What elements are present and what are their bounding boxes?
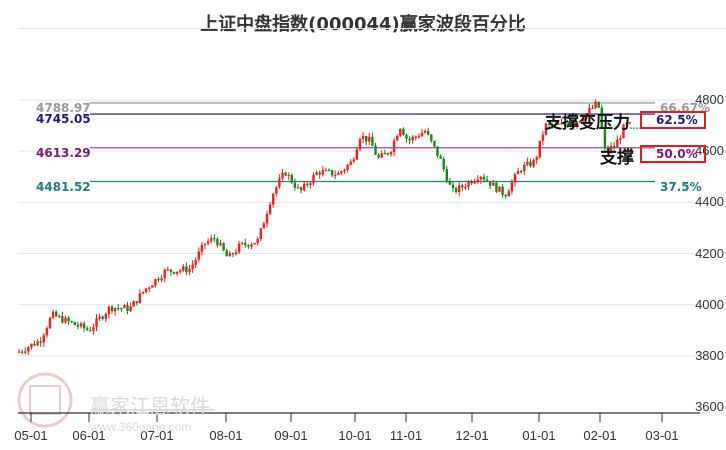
x-tick-label: 11-01 <box>389 428 423 443</box>
level-value-50: 4613.29 <box>36 146 91 160</box>
watermark-brand: 赢家江恩软件 <box>90 394 210 418</box>
title-divider <box>18 28 726 29</box>
annotation-support-to-resistance: 支撑变压力 <box>545 113 630 133</box>
level-pct-62-5-box: 62.5% <box>640 111 706 129</box>
annotation-support: 支撑 <box>600 148 634 168</box>
x-tick-label: 07-01 <box>140 428 174 443</box>
level-pct-50-box: 50.0% <box>640 145 706 163</box>
x-tick-label: 05-01 <box>14 428 48 443</box>
level-pct-37-5: 37.5% <box>660 180 702 194</box>
y-tick-4400: 4400 <box>695 194 724 209</box>
y-tick-3800: 3800 <box>695 348 724 363</box>
y-tick-4000: 4000 <box>695 297 724 312</box>
x-tick-label: 02-01 <box>583 428 617 443</box>
y-tick-4200: 4200 <box>695 246 724 261</box>
x-tick-label: 12-01 <box>455 428 489 443</box>
y-tick-4800: 4800 <box>695 92 724 107</box>
chart-title: 上证中盘指数(000044)赢家波段百分比 <box>200 14 526 35</box>
y-tick-3600: 3600 <box>695 399 724 414</box>
x-tick-label: 09-01 <box>274 428 308 443</box>
x-tick-label: 06-01 <box>72 428 106 443</box>
level-value-66-67: 4788.97 <box>36 101 91 115</box>
x-tick-label: 10-01 <box>338 428 372 443</box>
level-value-37-5: 4481.52 <box>36 180 91 194</box>
x-tick-label: 01-01 <box>522 428 556 443</box>
watermark-url: www.360gann.com <box>90 420 192 434</box>
x-tick-label: 03-01 <box>645 428 679 443</box>
x-tick-label: 08-01 <box>209 428 243 443</box>
level-value-62-5: 4745.05 <box>36 112 91 126</box>
